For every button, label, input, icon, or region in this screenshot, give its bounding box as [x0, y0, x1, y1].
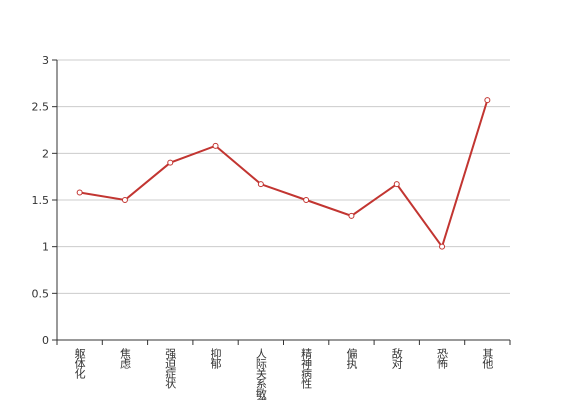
y-tick-label: 0 [42, 334, 49, 347]
x-tick-label: 恐怖 [436, 348, 449, 369]
x-tick-label: 其他 [481, 348, 494, 369]
point [167, 159, 174, 166]
point [257, 181, 264, 188]
y-tick-label: 2 [42, 147, 49, 160]
x-tick-label: 抑郁 [209, 347, 222, 369]
point [484, 97, 491, 104]
point [212, 142, 219, 149]
x-tick-label: 强迫症状 [164, 348, 177, 389]
y-tick-label: 1.5 [32, 194, 50, 207]
y-tick-label: 3 [42, 54, 49, 67]
point [76, 189, 83, 196]
x-tick-label: 精神病性 [300, 348, 313, 390]
point [439, 243, 446, 250]
y-tick-label: 1 [42, 241, 49, 254]
line [79, 99, 489, 249]
point [121, 197, 128, 203]
x-tick-label: 敌对 [390, 347, 403, 369]
y-tick-label: 0.5 [32, 287, 50, 300]
x-tick-label: 躯体化 [73, 348, 86, 380]
x-tick-label: 人际关系敏感 [254, 348, 267, 400]
x-tick-label: 焦虑 [118, 348, 131, 369]
point [348, 212, 355, 219]
point [303, 197, 310, 203]
y-tick-label: 2.5 [32, 101, 50, 114]
point [393, 181, 400, 188]
x-tick-label: 偏执 [345, 347, 358, 370]
